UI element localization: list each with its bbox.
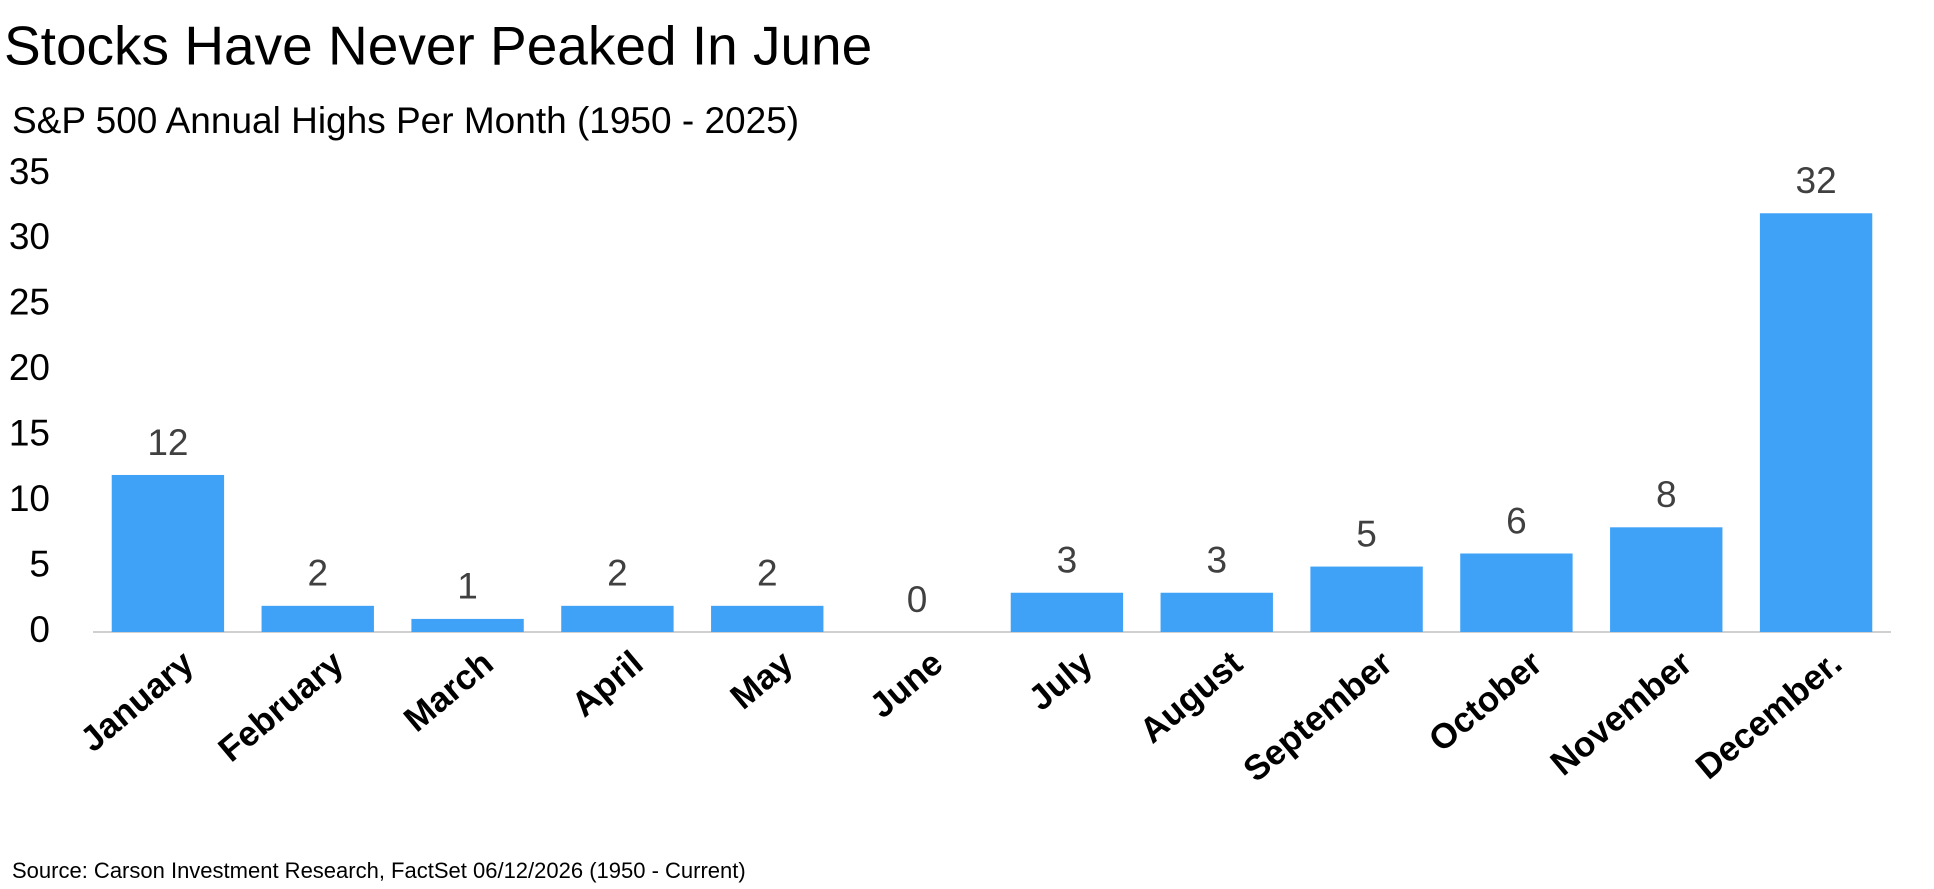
data-label: 12 (147, 422, 188, 463)
x-tick-label: August (1132, 643, 1250, 751)
data-label: 2 (607, 553, 628, 594)
chart-title: Stocks Have Never Peaked In June (4, 15, 872, 77)
data-label: 2 (757, 553, 778, 594)
x-tick-label: April (564, 643, 650, 724)
data-label: 32 (1796, 160, 1837, 201)
bar (111, 474, 225, 632)
data-label: 6 (1506, 500, 1527, 541)
x-tick-label: December. (1688, 643, 1849, 787)
y-tick-label: 15 (9, 412, 50, 453)
bar (261, 605, 374, 632)
x-tick-label: July (1021, 643, 1100, 718)
x-tick-label: October (1422, 643, 1550, 759)
bar (1010, 592, 1124, 632)
x-tick-label: September (1236, 643, 1400, 789)
x-tick-label: May (723, 643, 801, 717)
source-note: Source: Carson Investment Research, Fact… (12, 858, 746, 883)
data-label: 3 (1206, 540, 1227, 581)
data-label: 5 (1356, 513, 1377, 554)
bar (411, 618, 524, 632)
bar (1759, 213, 1873, 632)
bar (1160, 592, 1273, 632)
x-tick-label: March (397, 643, 501, 739)
y-tick-label: 5 (29, 543, 50, 584)
chart-subtitle: S&P 500 Annual Highs Per Month (1950 - 2… (12, 100, 799, 141)
data-label: 0 (907, 579, 928, 620)
y-tick-label: 10 (9, 478, 50, 519)
y-tick-label: 20 (9, 347, 50, 388)
bar (561, 605, 674, 632)
bar (1460, 553, 1573, 632)
x-tick-label: November (1543, 643, 1699, 783)
y-tick-label: 35 (9, 151, 50, 192)
x-tick-label: February (211, 643, 351, 769)
x-tick-label: January (73, 643, 201, 760)
data-label: 8 (1656, 474, 1677, 515)
data-label: 3 (1057, 540, 1078, 581)
y-tick-label: 30 (9, 216, 50, 257)
data-label: 1 (457, 566, 478, 607)
bar (1610, 527, 1723, 632)
y-tick-label: 25 (9, 282, 50, 323)
bar (711, 605, 824, 632)
x-tick-label: June (863, 643, 951, 725)
y-tick-label: 0 (29, 609, 50, 650)
bar (1310, 566, 1423, 632)
data-label: 2 (307, 553, 328, 594)
